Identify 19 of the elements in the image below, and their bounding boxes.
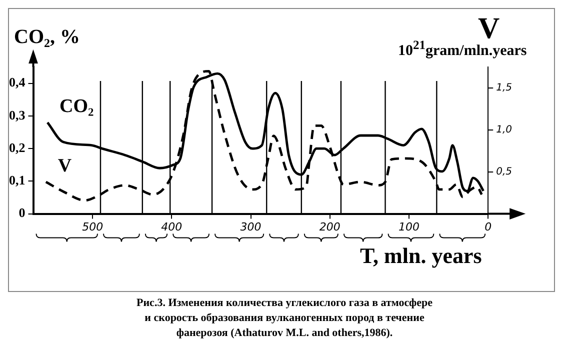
x-tick-label: 400: [161, 220, 182, 234]
text: Рис.3. Изменения количества углекислого газа в атмосфере и скорость образования вулканогенных пород в течение фанерозоя (Athaturov M.L. and others,1986).: [136, 296, 434, 341]
y-tick-label: 0,1: [9, 172, 26, 188]
y2-tick-label: 1,0: [496, 124, 512, 136]
y-tick-label: 0: [18, 205, 26, 220]
x-axis-title: T, mln. years: [360, 243, 482, 269]
series-label: V: [58, 155, 72, 176]
y-tick-label: 0,4: [9, 74, 26, 90]
y2-tick-label: 1,5: [496, 82, 512, 94]
x-tick-label: 0: [484, 220, 492, 234]
series-label: CO₂: [59, 96, 94, 117]
x-tick-label: 100: [398, 220, 420, 234]
y2-tick-label: 0,5: [496, 166, 512, 178]
y-tick-label: 0,2: [9, 140, 26, 155]
x-tick-label: 500: [82, 220, 104, 234]
y-axis-title: CO₂, %: [14, 26, 80, 49]
x-tick-label: 200: [319, 220, 340, 234]
x-tick-label: 300: [240, 220, 262, 234]
y-tick-label: 0,3: [9, 107, 26, 122]
